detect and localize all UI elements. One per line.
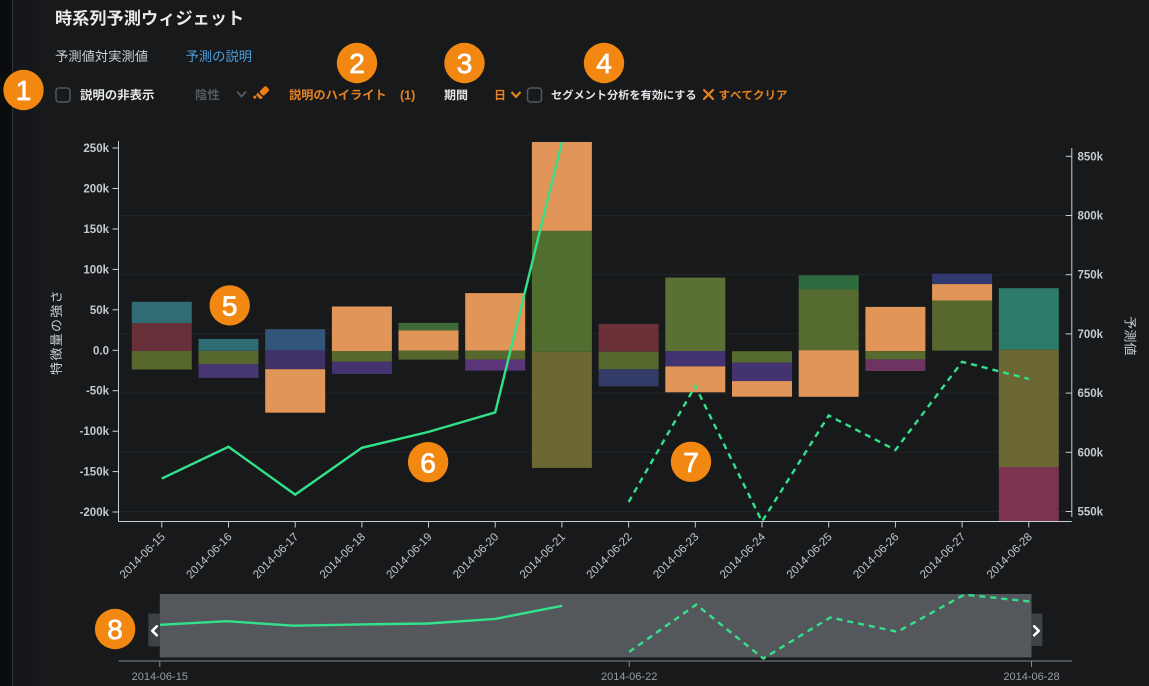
svg-text:850k: 850k [1078,151,1104,163]
svg-text:-150k: -150k [80,467,110,479]
svg-text:600k: 600k [1078,447,1104,459]
svg-text:5: 5 [222,291,238,322]
svg-text:(1): (1) [400,89,415,103]
svg-text:-100k: -100k [80,426,110,438]
svg-text:50k: 50k [90,305,110,317]
svg-text:-200k: -200k [80,507,110,519]
svg-text:100k: 100k [83,264,109,276]
svg-text:-50k: -50k [86,386,110,398]
svg-text:650k: 650k [1078,388,1104,400]
svg-text:550k: 550k [1078,507,1104,519]
svg-text:750k: 750k [1078,270,1104,282]
svg-text:6: 6 [420,447,436,478]
svg-text:0.0: 0.0 [93,345,109,357]
svg-text:200k: 200k [83,184,109,196]
svg-text:2014-06-22: 2014-06-22 [601,671,657,683]
svg-text:800k: 800k [1078,211,1104,223]
svg-text:2: 2 [349,48,365,79]
svg-text:3: 3 [457,48,473,79]
svg-text:2014-06-28: 2014-06-28 [1003,671,1059,683]
svg-text:1: 1 [16,75,32,106]
svg-text:250k: 250k [83,143,109,155]
svg-text:8: 8 [107,614,123,645]
svg-text:700k: 700k [1078,329,1104,341]
svg-text:2014-06-15: 2014-06-15 [132,671,188,683]
svg-text:7: 7 [683,447,699,478]
svg-text:4: 4 [596,48,612,79]
svg-text:150k: 150k [83,224,109,236]
